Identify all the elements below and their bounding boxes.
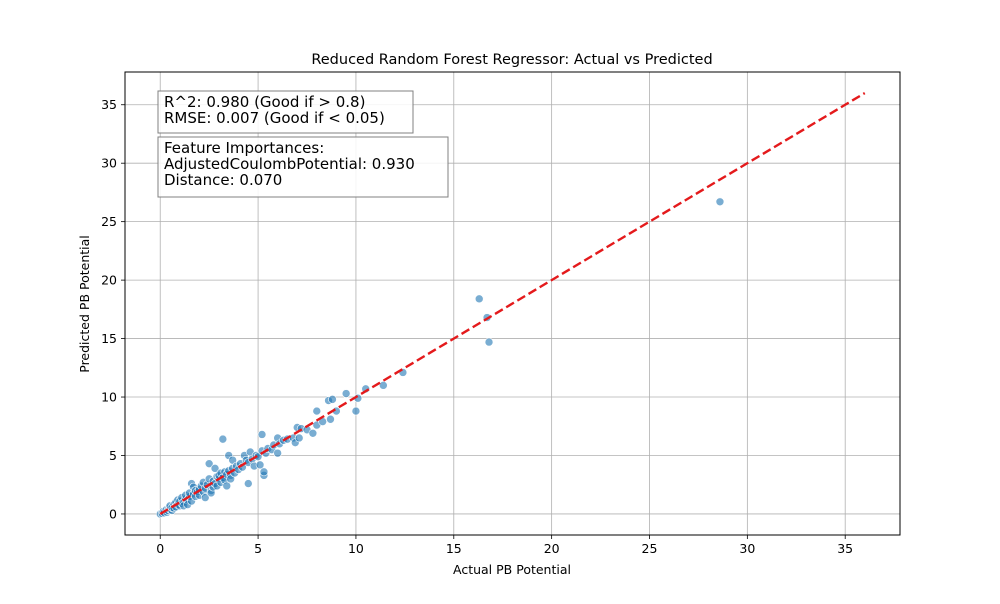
data-point	[326, 414, 335, 424]
perfect-prediction-line	[159, 92, 866, 515]
annotation-frame	[157, 136, 449, 198]
annotation-text: RMSE: 0.007 (Good if < 0.05)	[164, 109, 385, 127]
y-axis-label: Predicted PB Potential	[77, 235, 92, 373]
x-tick-label: 5	[254, 541, 262, 556]
data-point	[218, 434, 228, 444]
data-point	[204, 459, 214, 468]
data-point	[312, 406, 322, 416]
data-point	[255, 460, 265, 470]
annotation-text: Distance: 0.070	[164, 171, 282, 189]
y-tick-label: 10	[101, 390, 117, 405]
annotation-boxes: R^2: 0.980 (Good if > 0.8)RMSE: 0.007 (G…	[157, 90, 449, 198]
x-tick-label: 30	[739, 541, 755, 556]
data-point	[308, 428, 318, 438]
x-tick-label: 0	[156, 541, 164, 556]
x-tick-label: 25	[642, 541, 658, 556]
data-point	[379, 381, 388, 390]
data-point	[484, 337, 494, 347]
data-point	[210, 464, 220, 473]
annotation-frame	[157, 90, 414, 134]
x-axis-ticks: 0 5 10 15 20 25 30 35	[156, 535, 853, 556]
data-point	[474, 294, 484, 304]
data-point	[200, 493, 210, 502]
data-point	[294, 433, 304, 443]
annotation-box: R^2: 0.980 (Good if > 0.8)RMSE: 0.007 (G…	[157, 90, 414, 134]
grid-lines	[125, 72, 900, 535]
data-point	[351, 406, 361, 416]
x-tick-label: 15	[446, 541, 462, 556]
data-point	[273, 448, 282, 458]
x-axis-label: Actual PB Potential	[453, 562, 571, 577]
data-point	[328, 395, 337, 404]
x-tick-label: 10	[348, 541, 364, 556]
data-point	[222, 481, 232, 491]
annotation-box: Feature Importances:AdjustedCoulombPoten…	[157, 136, 449, 198]
y-tick-label: 20	[101, 273, 117, 288]
y-tick-label: 5	[109, 448, 117, 463]
y-tick-label: 0	[109, 506, 117, 521]
data-point	[259, 467, 269, 477]
y-tick-label: 30	[101, 156, 117, 171]
data-point	[243, 479, 253, 488]
annotation-text: AdjustedCoulombPotential: 0.930	[164, 155, 415, 173]
y-axis-ticks: 0 5 10 15 20 25 30 35	[101, 97, 125, 521]
data-point	[341, 389, 351, 398]
data-point	[257, 430, 267, 439]
x-tick-label: 20	[544, 541, 560, 556]
y-tick-label: 25	[101, 214, 117, 229]
annotation-text: R^2: 0.980 (Good if > 0.8)	[164, 93, 365, 111]
y-tick-label: 15	[101, 331, 117, 346]
chart-title: Reduced Random Forest Regressor: Actual …	[311, 52, 712, 68]
plot-area-frame	[124, 71, 901, 536]
data-point	[715, 197, 725, 207]
reference-line	[159, 92, 866, 515]
annotation-text: Feature Importances:	[164, 139, 324, 157]
y-tick-label: 35	[101, 97, 117, 112]
x-tick-label: 35	[837, 541, 853, 556]
